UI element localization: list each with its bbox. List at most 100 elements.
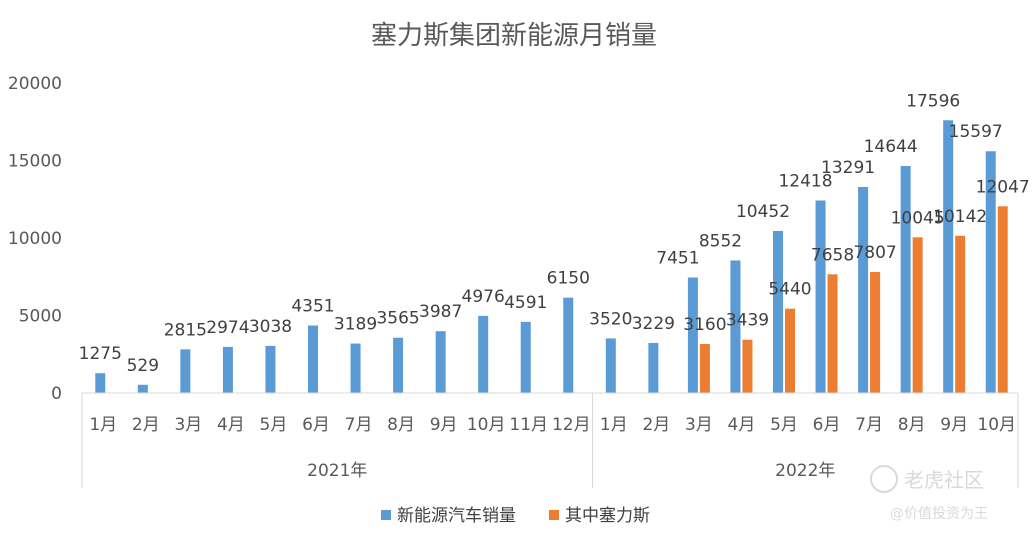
watermark: 老虎社区 @价值投资为王: [870, 465, 988, 522]
bar-series-1: [478, 315, 489, 393]
bar-series-1: [943, 120, 954, 394]
x-tick-label: 2月: [132, 415, 160, 435]
bar-series-1: [393, 337, 404, 393]
data-label-series-1: 8552: [699, 231, 742, 251]
y-tick-label: 5000: [19, 307, 62, 327]
x-tick-label: 12月: [552, 415, 591, 435]
x-tick-label: 11月: [509, 415, 548, 435]
bar-series-1: [520, 321, 531, 393]
data-label-series-1: 3229: [632, 314, 675, 334]
data-label-series-1: 6150: [547, 269, 590, 289]
data-label-series-1: 12418: [778, 172, 832, 192]
data-label-series-2: 12047: [976, 177, 1030, 197]
bar-series-1: [350, 343, 361, 393]
bar-series-1: [435, 331, 446, 393]
bar-series-2: [955, 235, 966, 393]
y-tick-label: 10000: [8, 229, 62, 249]
bar-series-1: [687, 277, 698, 393]
data-label-series-1: 4976: [462, 287, 505, 307]
x-tick-label: 4月: [728, 415, 756, 435]
x-tick-label: 3月: [174, 415, 202, 435]
data-label-series-2: 10045: [891, 208, 945, 228]
data-label-series-1: 4591: [504, 293, 547, 313]
data-label-series-1: 4351: [291, 297, 334, 317]
data-label-series-1: 7451: [656, 249, 699, 269]
bar-series-2: [870, 271, 881, 393]
x-tick-label: 5月: [770, 415, 798, 435]
bar-series-2: [699, 344, 710, 393]
x-group-label: 2022年: [775, 461, 835, 481]
x-tick-label: 3月: [685, 415, 713, 435]
data-label-series-1: 3038: [249, 317, 292, 337]
y-tick-label: 15000: [8, 152, 62, 172]
bar-series-1: [563, 297, 574, 393]
data-label-series-1: 3565: [376, 309, 419, 329]
data-label-series-1: 3520: [589, 309, 632, 329]
x-tick-label: 9月: [940, 415, 968, 435]
x-tick-label: 8月: [387, 415, 415, 435]
data-label-series-1: 3987: [419, 302, 462, 322]
data-label-series-2: 3160: [683, 315, 726, 335]
x-tick-label: 5月: [260, 415, 288, 435]
legend-swatch: [549, 510, 559, 520]
data-label-series-1: 3189: [334, 315, 377, 335]
x-tick-label: 9月: [430, 415, 458, 435]
data-label-series-1: 2974: [206, 318, 249, 338]
chart-title: 塞力斯集团新能源月销量: [371, 21, 657, 51]
x-tick-label: 1月: [600, 415, 628, 435]
x-tick-label: 6月: [813, 415, 841, 435]
bar-series-1: [773, 230, 783, 393]
y-tick-label: 0: [51, 384, 62, 404]
data-label-series-2: 3439: [726, 311, 769, 331]
x-group-label: 2021年: [307, 461, 367, 481]
watermark-author: @价值投资为王: [890, 506, 988, 522]
legend-label: 其中塞力斯: [565, 506, 650, 526]
bars: [95, 120, 1008, 394]
data-label-series-1: 529: [127, 356, 159, 376]
bar-series-1: [605, 338, 616, 393]
data-label-series-1: 14644: [864, 137, 918, 157]
data-label-series-1: 2815: [164, 320, 207, 340]
bar-series-1: [858, 186, 869, 393]
data-label-series-2: 7658: [811, 245, 854, 265]
bar-series-1: [95, 373, 106, 393]
y-tick-label: 20000: [8, 74, 62, 94]
bar-series-1: [137, 384, 148, 393]
bar-series-2: [785, 308, 795, 393]
tiger-logo-icon: [870, 465, 898, 493]
legend: 新能源汽车销量 其中塞力斯: [381, 506, 650, 526]
watermark-brand: 老虎社区: [904, 468, 984, 492]
x-tick-label: 2月: [642, 415, 670, 435]
bar-series-1: [222, 346, 233, 393]
bar-series-2: [827, 274, 838, 393]
bar-series-1: [265, 345, 276, 393]
x-tick-label: 10月: [977, 415, 1016, 435]
x-tick-label: 7月: [345, 415, 373, 435]
data-label-series-1: 17596: [906, 91, 960, 111]
bar-series-1: [308, 325, 318, 393]
data-label-series-1: 13291: [821, 158, 875, 178]
x-tick-label: 4月: [217, 415, 245, 435]
data-label-series-1: 15597: [949, 122, 1003, 142]
bar-series-2: [912, 237, 923, 393]
x-tick-label: 6月: [302, 415, 330, 435]
y-axis-ticks: 0 5000 10000 15000 20000: [8, 74, 62, 404]
bar-series-1: [180, 349, 191, 393]
bar-series-2: [997, 206, 1008, 393]
data-label-series-1: 1275: [79, 344, 122, 364]
bar-series-1: [730, 260, 741, 393]
x-tick-label: 1月: [89, 415, 117, 435]
data-label-series-2: 10142: [933, 207, 987, 227]
legend-swatch: [381, 510, 391, 520]
data-label-series-2: 5440: [768, 280, 811, 300]
data-label-series-2: 7807: [853, 243, 896, 263]
bar-series-1: [900, 166, 911, 393]
bar-series-1: [815, 200, 826, 393]
x-tick-label: 10月: [467, 415, 506, 435]
x-tick-label: 8月: [898, 415, 926, 435]
legend-label: 新能源汽车销量: [397, 506, 516, 526]
bar-series-1: [648, 342, 659, 393]
x-tick-label: 7月: [855, 415, 883, 435]
